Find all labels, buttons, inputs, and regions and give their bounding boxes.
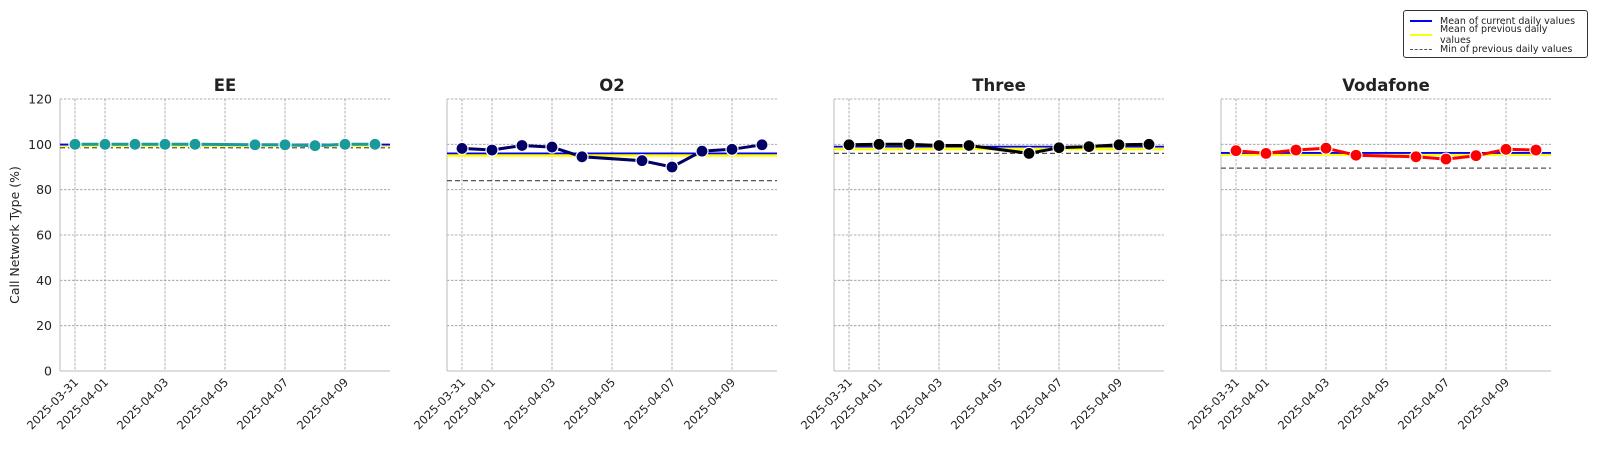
data-point-o2 bbox=[635, 154, 649, 168]
x-tick-label: 2025-04-09 bbox=[294, 375, 351, 432]
legend-label-min-previous: Min of previous daily values bbox=[1440, 43, 1573, 55]
x-tick-label: 2025-04-09 bbox=[1455, 375, 1512, 432]
data-point-vodafone bbox=[1499, 142, 1513, 156]
data-point-ee bbox=[338, 137, 352, 151]
data-point-three bbox=[1142, 137, 1156, 151]
legend-label-mean-previous: Mean of previous daily values bbox=[1439, 24, 1548, 46]
data-point-vodafone bbox=[1229, 144, 1243, 158]
panel-title-three: Three bbox=[972, 76, 1026, 95]
legend-entry-min-previous: Min of previous daily values bbox=[1410, 42, 1581, 56]
legend-swatch-min-previous bbox=[1410, 48, 1432, 50]
data-point-o2 bbox=[725, 142, 739, 156]
data-point-ee bbox=[368, 137, 382, 151]
x-tick-label: 2025-04-03 bbox=[1275, 375, 1332, 432]
series-line-o2 bbox=[461, 143, 763, 169]
data-point-vodafone bbox=[1259, 146, 1273, 160]
panel-title-o2: O2 bbox=[599, 76, 625, 95]
data-point-o2 bbox=[455, 141, 469, 156]
data-point-vodafone bbox=[1409, 150, 1423, 164]
x-tick-label: 2025-04-03 bbox=[114, 375, 171, 432]
data-point-three bbox=[932, 138, 946, 153]
series-line-three bbox=[848, 142, 1150, 155]
data-point-three bbox=[1022, 146, 1036, 160]
y-tick-label: 60 bbox=[36, 228, 52, 243]
x-tick-label: 2025-04-05 bbox=[174, 375, 231, 432]
x-tick-label: 2025-04-07 bbox=[1395, 375, 1452, 432]
data-point-three bbox=[1082, 140, 1096, 154]
y-tick-label: 40 bbox=[36, 273, 52, 288]
data-point-o2 bbox=[755, 138, 769, 152]
data-point-vodafone bbox=[1319, 141, 1333, 155]
y-tick-label: 20 bbox=[36, 318, 52, 333]
data-point-o2 bbox=[575, 150, 589, 164]
data-point-vodafone bbox=[1439, 152, 1453, 166]
y-axis-label: Call Network Type (%) bbox=[7, 166, 22, 304]
x-tick-label: 2025-04-05 bbox=[561, 375, 618, 432]
data-point-o2 bbox=[515, 138, 529, 153]
y-tick-label: 100 bbox=[28, 137, 52, 152]
legend-entry-mean-previous: Mean of previous daily values bbox=[1410, 24, 1581, 46]
data-point-three bbox=[872, 137, 886, 151]
x-tick-label: 2025-04-05 bbox=[948, 375, 1005, 432]
data-point-vodafone bbox=[1349, 148, 1363, 162]
series-line-ee bbox=[75, 142, 375, 148]
data-point-three bbox=[842, 138, 856, 152]
series-line-vodafone bbox=[1235, 146, 1537, 161]
panel-title-vodafone: Vodafone bbox=[1342, 76, 1430, 95]
data-point-ee bbox=[98, 137, 112, 151]
legend-label-mean-current: Mean of current daily values bbox=[1440, 15, 1576, 27]
data-point-o2 bbox=[695, 144, 709, 158]
data-point-ee bbox=[158, 137, 172, 151]
x-tick-label: 2025-04-07 bbox=[621, 375, 678, 432]
data-point-o2 bbox=[665, 160, 679, 174]
legend: Mean of current daily values Mean of pre… bbox=[1403, 10, 1588, 58]
y-tick-label: 120 bbox=[28, 92, 52, 107]
legend-swatch-mean-current bbox=[1410, 20, 1432, 22]
data-point-ee bbox=[278, 138, 292, 152]
y-tick-label: 80 bbox=[36, 182, 52, 197]
x-tick-label: 2025-04-09 bbox=[1068, 375, 1125, 432]
data-point-ee bbox=[68, 137, 82, 151]
data-point-vodafone bbox=[1289, 143, 1303, 157]
x-tick-label: 2025-04-03 bbox=[501, 375, 558, 432]
data-point-ee bbox=[188, 137, 202, 151]
data-point-ee bbox=[248, 138, 262, 152]
x-tick-label: 2025-04-03 bbox=[888, 375, 945, 432]
data-point-three bbox=[962, 138, 976, 153]
data-point-ee bbox=[128, 137, 142, 151]
x-tick-label: 2025-04-07 bbox=[234, 375, 291, 432]
data-point-vodafone bbox=[1469, 149, 1483, 163]
legend-entry-mean-current: Mean of current daily values bbox=[1410, 14, 1581, 28]
data-point-three bbox=[1052, 141, 1066, 155]
x-tick-label: 2025-04-09 bbox=[681, 375, 738, 432]
legend-swatch-mean-previous bbox=[1410, 34, 1432, 36]
data-point-three bbox=[1112, 138, 1126, 152]
x-tick-label: 2025-04-05 bbox=[1335, 375, 1392, 432]
data-point-ee bbox=[308, 139, 322, 153]
x-tick-label: 2025-04-07 bbox=[1008, 375, 1065, 432]
data-point-three bbox=[902, 137, 916, 151]
data-point-o2 bbox=[545, 140, 559, 154]
data-point-o2 bbox=[485, 143, 499, 157]
data-point-vodafone bbox=[1529, 143, 1543, 157]
panel-title-ee: EE bbox=[214, 76, 237, 95]
y-tick-label: 0 bbox=[44, 364, 52, 379]
